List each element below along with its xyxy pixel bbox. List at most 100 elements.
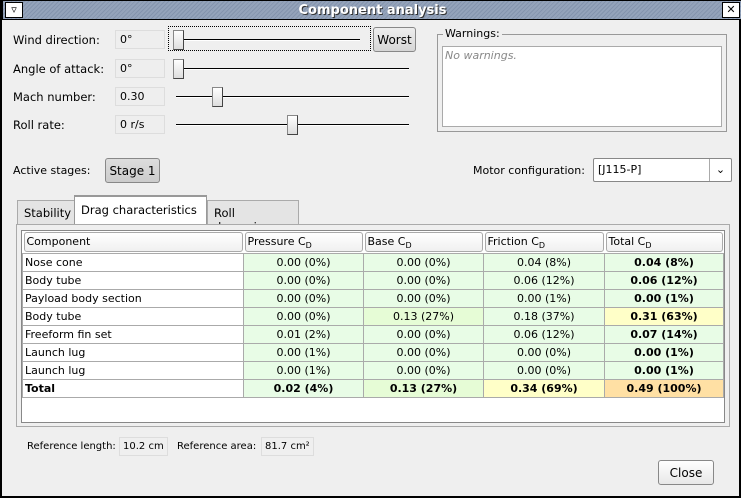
- table-cell: 0.02 (4%): [243, 378, 364, 398]
- param-value-field[interactable]: 0 r/s: [115, 115, 165, 134]
- table-cell: 0.00 (0%): [483, 342, 605, 362]
- table-cell: Launch lug: [22, 342, 244, 362]
- table-cell: Launch lug: [22, 360, 244, 380]
- table-cell: 0.00 (1%): [483, 288, 605, 308]
- table-cell: Total: [22, 378, 244, 398]
- reference-area-label: Reference area:: [177, 441, 257, 452]
- table-cell: 0.06 (12%): [483, 324, 605, 344]
- motor-config-select[interactable]: [J115-P] ⌄: [593, 158, 732, 182]
- param-slider[interactable]: [174, 39, 360, 41]
- table-cell: Payload body section: [22, 288, 244, 308]
- close-button[interactable]: Close: [658, 460, 714, 485]
- table-cell: 0.00 (0%): [483, 360, 605, 380]
- column-header-subscript: D: [645, 240, 652, 250]
- table-cell: 0.13 (27%): [363, 306, 484, 326]
- column-header[interactable]: Pressure CD: [244, 231, 364, 253]
- tab-drag-characteristics[interactable]: Drag characteristics: [74, 195, 207, 225]
- total-row[interactable]: Total 0.02 (4%) 0.13 (27%) 0.34 (69%) 0.49 (…: [22, 378, 724, 398]
- table-cell: 0.34 (69%): [483, 378, 605, 398]
- column-header-text: Base C: [367, 234, 406, 248]
- table-cell: Freeform fin set: [22, 324, 244, 344]
- reference-area-value: 81.7 cm²: [261, 437, 314, 456]
- param-slider[interactable]: [176, 96, 409, 98]
- column-header-text: Pressure C: [247, 234, 306, 248]
- table-cell: 0.00 (0%): [363, 360, 484, 380]
- param-slider[interactable]: [174, 68, 409, 70]
- table-cell: 0.00 (0%): [363, 252, 484, 272]
- param-label: Roll rate:: [13, 118, 65, 132]
- table-cell: Nose cone: [22, 252, 244, 272]
- warnings-label: Warnings:: [443, 27, 502, 40]
- worst-button[interactable]: Worst: [373, 27, 416, 52]
- column-header-subscript: D: [405, 240, 412, 250]
- table-cell: 0.49 (100%): [604, 378, 724, 398]
- slider-thumb[interactable]: [287, 115, 298, 135]
- column-header[interactable]: Component: [23, 231, 244, 253]
- table-cell: 0.18 (37%): [483, 306, 605, 326]
- table-cell: 0.06 (12%): [483, 270, 605, 290]
- table-row[interactable]: Freeform fin set 0.01 (2%) 0.00 (0%) 0.06 (…: [22, 324, 724, 344]
- title-bar[interactable]: ▿ Component analysis ✕: [2, 0, 741, 20]
- table-cell: 0.00 (0%): [363, 288, 484, 308]
- table-cell: 0.31 (63%): [604, 306, 724, 326]
- table-cell: 0.04 (8%): [604, 252, 724, 272]
- param-label: Wind direction:: [13, 33, 100, 47]
- active-stages-label: Active stages:: [13, 164, 91, 177]
- table-cell: 0.00 (0%): [363, 342, 484, 362]
- table-cell: 0.00 (0%): [243, 252, 364, 272]
- column-header[interactable]: Total CD: [605, 231, 724, 253]
- table-cell: 0.00 (0%): [243, 306, 364, 326]
- table-row[interactable]: Launch lug 0.00 (1%) 0.00 (0%) 0.00 (0%) 0.0…: [22, 360, 724, 380]
- table-cell: 0.07 (14%): [604, 324, 724, 344]
- warnings-text: No warnings.: [442, 46, 722, 127]
- param-value-field[interactable]: 0°: [115, 59, 165, 78]
- table-row[interactable]: Body tube 0.00 (0%) 0.13 (27%) 0.18 (37%) 0.…: [22, 306, 724, 326]
- table-cell: 0.00 (0%): [363, 270, 484, 290]
- table-cell: 0.01 (2%): [243, 324, 364, 344]
- slider-thumb[interactable]: [173, 59, 184, 79]
- window-title: Component analysis: [298, 3, 447, 18]
- table-cell: Body tube: [22, 270, 244, 290]
- close-icon[interactable]: ✕: [722, 2, 740, 18]
- slider-thumb[interactable]: [212, 87, 224, 107]
- table-row[interactable]: Payload body section 0.00 (0%) 0.00 (0%) 0.…: [22, 288, 724, 308]
- table-row[interactable]: Launch lug 0.00 (1%) 0.00 (0%) 0.00 (0%) 0.0…: [22, 342, 724, 362]
- table-cell: 0.06 (12%): [604, 270, 724, 290]
- drag-table-scroll[interactable]: Component Pressure CD Base CD Friction CD To…: [21, 230, 725, 423]
- column-header-text: Total C: [608, 234, 646, 248]
- table-cell: 0.13 (27%): [363, 378, 484, 398]
- table-cell: 0.00 (0%): [243, 270, 364, 290]
- window-menu-icon[interactable]: ▿: [5, 2, 23, 18]
- motor-config-value: [J115-P]: [598, 163, 642, 176]
- table-row[interactable]: Body tube 0.00 (0%) 0.00 (0%) 0.06 (12%) 0.0…: [22, 270, 724, 290]
- column-header[interactable]: Friction CD: [484, 231, 605, 253]
- table-cell: 0.00 (1%): [604, 360, 724, 380]
- param-value-field[interactable]: 0°: [115, 30, 165, 49]
- slider-thumb[interactable]: [173, 30, 184, 50]
- focus-ring: [168, 26, 371, 51]
- param-label: Mach number:: [13, 90, 96, 104]
- tab-stability[interactable]: Stability: [17, 200, 75, 224]
- tab-roll-dynamics[interactable]: Roll dynamics: [207, 200, 299, 234]
- column-header[interactable]: Base CD: [364, 231, 484, 253]
- motor-config-label: Motor configuration:: [473, 164, 585, 177]
- column-header-text: Component: [26, 234, 91, 248]
- column-header-subscript: D: [305, 240, 312, 250]
- table-cell: 0.00 (1%): [604, 288, 724, 308]
- param-value-field[interactable]: 0.30: [115, 87, 165, 106]
- table-cell: 0.00 (1%): [243, 360, 364, 380]
- param-label: Angle of attack:: [13, 62, 105, 76]
- reference-length-value: 10.2 cm: [119, 437, 168, 456]
- table-cell: Body tube: [22, 306, 244, 326]
- warnings-group: Warnings: No warnings.: [437, 27, 727, 132]
- table-cell: 0.04 (8%): [483, 252, 605, 272]
- reference-length-label: Reference length:: [27, 441, 116, 452]
- stage-1-toggle[interactable]: Stage 1: [105, 158, 160, 183]
- table-row[interactable]: Nose cone 0.00 (0%) 0.00 (0%) 0.04 (8%) 0.04…: [22, 252, 724, 272]
- tab-panel: Component Pressure CD Base CD Friction CD To…: [16, 224, 730, 427]
- table-cell: 0.00 (0%): [243, 288, 364, 308]
- table-cell: 0.00 (0%): [363, 324, 484, 344]
- drag-table: Component Pressure CD Base CD Friction CD To…: [22, 231, 724, 398]
- chevron-down-icon[interactable]: ⌄: [709, 159, 731, 181]
- column-header-text: Friction C: [487, 234, 539, 248]
